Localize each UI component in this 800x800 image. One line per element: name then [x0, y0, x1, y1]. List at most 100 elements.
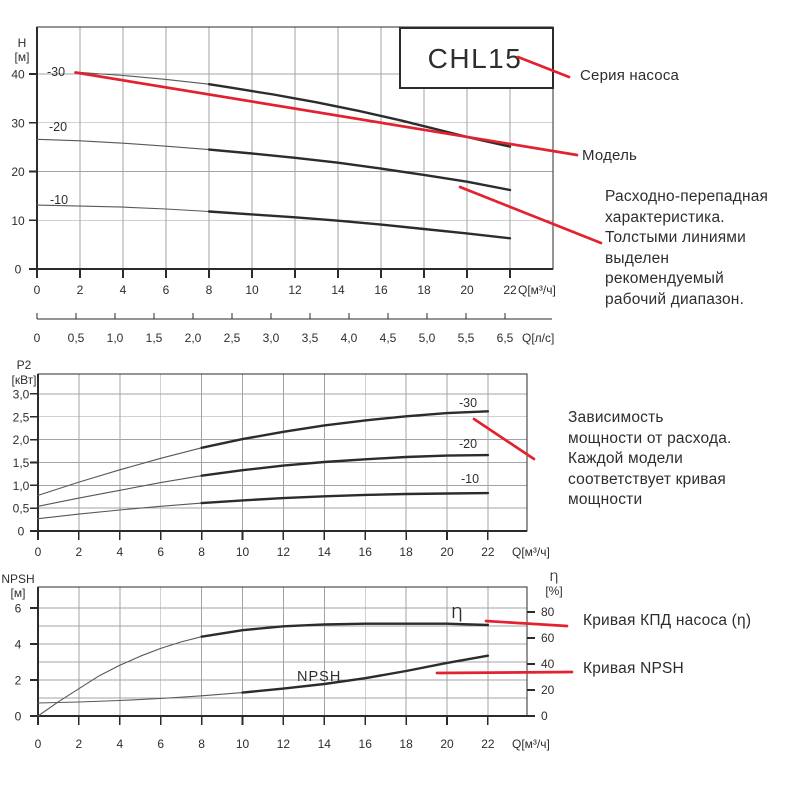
x-tick-label: 6 [157, 545, 164, 559]
y-tick-label: 40 [11, 68, 25, 82]
lps-tick-label: 3,5 [302, 331, 319, 345]
x-tick-label: 4 [116, 545, 123, 559]
x-tick-label: 16 [374, 283, 388, 297]
x-tick-label: 20 [440, 545, 454, 559]
lps-tick-label: 1,0 [107, 331, 124, 345]
x-axis-unit-label: Q[м³/ч] [518, 283, 556, 297]
x-tick-label: 0 [35, 545, 42, 559]
x-axis-unit-label: Q[м³/ч] [512, 737, 550, 751]
y-axis-title: H [18, 36, 27, 50]
head-flow-chart: 0 2 4 6 8 10 12 14 16 18 20 22 Q[м³/ч]010203040H[м]0… [11, 26, 556, 345]
x-tick-label: 16 [359, 545, 373, 559]
curve--20-thick [200, 453, 490, 477]
x-tick-label: 10 [245, 283, 259, 297]
y-tick-label: 3,0 [13, 387, 30, 401]
y-tick-label: 2 [15, 674, 22, 688]
npsh-efficiency-chart-y-ticks: 0 2 4 6 NPSH[м] [1, 572, 38, 724]
annotation-pump-series: Серия насоса [580, 67, 680, 84]
lps-tick-label: 5,5 [458, 331, 475, 345]
operating-range-chord-and-model-pointer [74, 71, 579, 157]
x-tick-label: 8 [198, 737, 205, 751]
lps-tick-label: 2,0 [185, 331, 202, 345]
x-tick-label: 18 [417, 283, 431, 297]
lps-tick-label: 4,5 [380, 331, 397, 345]
power-flow-chart-y-ticks: 0 0,5 1,0 1,5 2,0 2,5 3,0 P2[кВт] [11, 358, 38, 539]
x-tick-label: 14 [318, 737, 332, 751]
flow-lps-axis: 0 0,5 1,0 1,5 2,0 2,5 3,0 3,5 4,0 4,5 5,0 5,5 6,5 Q[л… [34, 313, 554, 345]
x-tick-label: 22 [481, 737, 495, 751]
x-tick-label: 14 [331, 283, 345, 297]
y-tick-label: 1,5 [13, 456, 30, 470]
eta-tick-label: 0 [541, 709, 548, 723]
pointer-efficiency-curve [484, 619, 569, 628]
series-box: CHL15 [398, 26, 555, 90]
power-flow-chart-x-ticks: 0 2 4 6 8 10 12 14 16 18 20 22 Q[м³/ч] [35, 531, 550, 559]
y-tick-label: 4 [15, 638, 22, 652]
annotation-power-curves: Зависимость мощности от расхода. Каждой … [568, 409, 732, 508]
x-tick-label: 4 [120, 283, 127, 297]
curve-NPSH-thick [241, 654, 490, 694]
x-tick-label: 2 [76, 545, 83, 559]
curve--20-thin [36, 138, 210, 151]
curve--20-thick [207, 148, 512, 192]
y-tick-label: 2,5 [13, 410, 30, 424]
x-tick-label: 22 [481, 545, 495, 559]
x-tick-label: 18 [399, 737, 413, 751]
x-tick-label: 0 [34, 283, 41, 297]
x-tick-label: 2 [76, 737, 83, 751]
npsh-curve-inplot-label: NPSH [297, 669, 341, 685]
x-tick-label: 10 [236, 545, 250, 559]
eta-tick-label: 20 [541, 683, 555, 697]
curve-label: -10 [461, 472, 479, 486]
curve--30-thin [37, 447, 203, 496]
lps-tick-label: 0 [34, 331, 41, 345]
red-pointers [74, 55, 603, 675]
lps-tick-label: 6,5 [497, 331, 514, 345]
lps-tick-label: 1,5 [146, 331, 163, 345]
x-tick-label: 18 [399, 545, 413, 559]
annotation-npsh-curve: Кривая NPSH [583, 660, 684, 677]
y-tick-label: 0 [18, 525, 25, 539]
curve--30-thick [200, 410, 490, 449]
curve--10-thick [207, 210, 512, 240]
pointer-head-note [458, 185, 603, 245]
x-tick-label: 12 [277, 737, 291, 751]
y-axis-title: P2 [17, 358, 32, 372]
eta-axis-title: Ƞ [550, 570, 558, 584]
x-tick-label: 2 [77, 283, 84, 297]
x-tick-label: 4 [116, 737, 123, 751]
x-tick-label: 8 [206, 283, 213, 297]
eta-tick-label: 80 [541, 605, 555, 619]
npsh-efficiency-chart: 0 2 4 6 8 10 12 14 16 18 20 22 Q[м³/ч]0246NPSH[м]020… [1, 570, 562, 751]
x-tick-label: 12 [288, 283, 302, 297]
y-tick-label: 30 [11, 116, 25, 130]
x-tick-label: 12 [277, 545, 291, 559]
x-axis-unit-label: Q[м³/ч] [512, 545, 550, 559]
x-tick-label: 6 [157, 737, 164, 751]
power-flow-chart: 0 2 4 6 8 10 12 14 16 18 20 22 Q[м³/ч] 0 0,5 1,0 1,5 2,0 2… [11, 358, 549, 559]
curve--30-thin [75, 71, 210, 85]
curve-label: -30 [459, 396, 477, 410]
annotation-head-characteristic: Расходно-перепадная характеристика. Толс… [605, 188, 769, 308]
y-tick-label: 1,0 [13, 479, 30, 493]
eta-tick-label: 60 [541, 631, 555, 645]
pointer-series-label [516, 55, 571, 79]
x-tick-label: 16 [359, 737, 373, 751]
eta-curve-inplot-label: Ƞ [452, 605, 463, 622]
x-tick-label: 0 [35, 737, 42, 751]
y-axis-title-unit: [кВт] [11, 373, 36, 387]
head-flow-chart-y-ticks: 0 10 20 30 40 H[м] [11, 36, 37, 277]
y-tick-label: 2,0 [13, 433, 30, 447]
x-tick-label: 14 [318, 545, 332, 559]
power-flow-chart-curves: -30 -20 -10 [37, 396, 490, 520]
eta-axis-title-unit: [%] [545, 584, 562, 598]
power-flow-chart-grid [38, 374, 527, 531]
x-tick-label: 8 [198, 545, 205, 559]
curve--20-thin [37, 475, 203, 507]
y-tick-label: 10 [11, 214, 25, 228]
y-tick-label: 0 [15, 263, 22, 277]
head-flow-chart-curves: -30 -20 -10 [36, 65, 512, 240]
pointer-power-note [472, 417, 536, 461]
y-axis-title: NPSH [1, 572, 34, 586]
